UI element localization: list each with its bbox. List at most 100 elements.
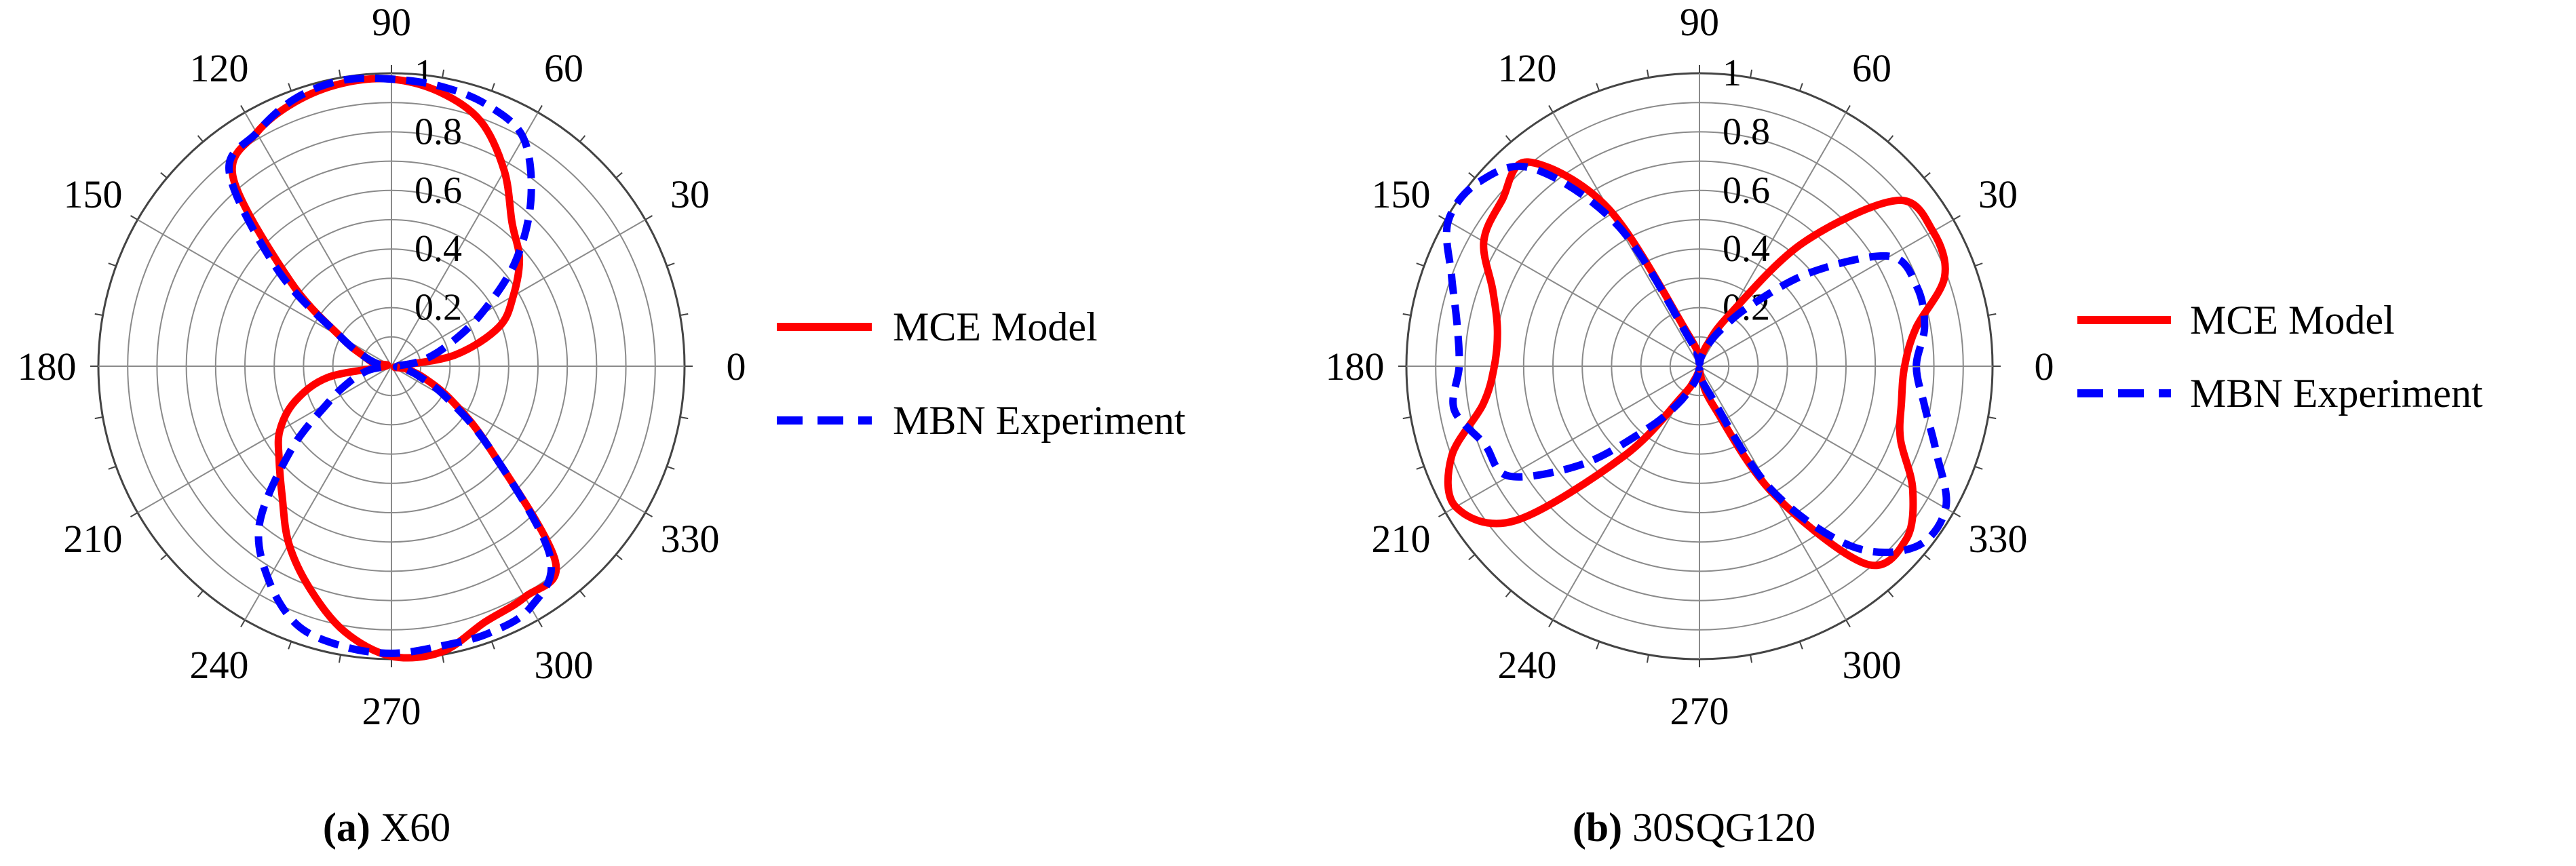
panel-a-outer-tick: [130, 215, 138, 220]
panel-b-outer-tick: [1468, 553, 1476, 561]
panel-a-outer-tick: [645, 512, 653, 517]
panel-b-outer-tick: [1923, 172, 1931, 179]
panel-a-legend-label-model: MCE Model: [893, 304, 1098, 349]
panel-a-r-tick-label: 0.8: [415, 111, 462, 153]
panel-b-outer-tick: [1646, 654, 1649, 663]
panel-a-outer-tick: [94, 313, 103, 316]
panel-a-theta-label: 60: [544, 46, 583, 90]
panel-a-outer-tick: [491, 641, 495, 650]
panel-b-theta-label: 120: [1498, 46, 1557, 90]
panel-b-caption: (b) 30SQG120: [1573, 805, 1815, 850]
panel-a-grid-spoke: [137, 366, 392, 513]
panel-a: 0.20.40.60.81 03060901201501802102402703…: [18, 0, 1186, 850]
panel-a-outer-tick: [537, 619, 543, 628]
panel-a-outer-tick: [666, 262, 675, 267]
panel-a-theta-label: 300: [535, 643, 594, 687]
panel-a-caption-letter: (a): [323, 805, 370, 850]
panel-b-outer-tick: [1596, 83, 1600, 92]
panel-b: 0.20.40.60.81 03060901201501802102402703…: [1326, 0, 2483, 850]
panel-a-theta-label: 30: [670, 172, 710, 216]
panel-b-outer-tick: [1974, 262, 1983, 267]
panel-a-theta-label: 120: [190, 46, 249, 90]
panel-b-theta-label: 210: [1372, 517, 1431, 561]
panel-a-outer-tick: [108, 262, 117, 267]
panel-a-outer-tick: [160, 172, 168, 179]
panel-a-caption-text: X60: [370, 805, 450, 850]
panel-b-outer-tick: [1988, 313, 1997, 316]
panel-b-caption-text: 30SQG120: [1622, 805, 1815, 850]
panel-b-outer-tick: [1845, 104, 1851, 113]
panel-a-outer-tick: [197, 590, 204, 597]
panel-a-outer-tick: [94, 416, 103, 420]
panel-a-outer-tick: [579, 135, 586, 142]
panel-b-outer-tick: [1953, 512, 1961, 517]
panel-a-outer-tick: [130, 512, 138, 517]
panel-a-outer-tick: [645, 215, 653, 220]
panel-b-outer-tick: [1887, 590, 1894, 597]
panel-b-grid-spoke: [1552, 112, 1700, 367]
panel-a-series-mbn-experiment: [225, 74, 556, 657]
panel-b-legend: MCE Model MBN Experiment: [2077, 298, 2483, 416]
panel-b-outer-tick: [1988, 416, 1997, 420]
panel-a-r-tick-label: 0.6: [415, 170, 462, 212]
panel-a-outer-tick: [338, 654, 341, 663]
panel-b-outer-tick: [1799, 83, 1803, 92]
panel-b-theta-label: 240: [1498, 643, 1557, 687]
panel-b-outer-tick: [1750, 69, 1753, 78]
panel-b-outer-tick: [1799, 641, 1803, 650]
panel-a-grid-spoke: [391, 219, 646, 367]
panel-a-outer-tick: [197, 135, 204, 142]
panel-a-outer-tick: [338, 69, 341, 78]
panel-a-theta-ticks: 0 30 60 90 120 150 180 210 240 270 300 330: [18, 0, 746, 733]
panel-b-r-tick-label: 1: [1723, 52, 1742, 94]
panel-b-theta-label: 60: [1852, 46, 1891, 90]
panel-b-outer-tick: [1548, 104, 1554, 113]
panel-b-outer-tick: [1438, 215, 1446, 220]
panel-b-outer-tick: [1974, 465, 1983, 470]
panel-a-outer-tick: [666, 465, 675, 470]
panel-a-outer-tick: [579, 590, 586, 597]
panel-b-outer-tick: [1468, 172, 1476, 179]
panel-b-legend-label-exp: MBN Experiment: [2190, 371, 2483, 416]
panel-a-theta-label: 210: [64, 517, 123, 561]
panel-b-theta-label: 180: [1326, 345, 1385, 389]
panel-b-outer-tick: [1646, 69, 1649, 78]
panel-b-outer-tick: [1438, 512, 1446, 517]
panel-b-caption-letter: (b): [1573, 805, 1622, 850]
panel-b-outer-tick: [1887, 135, 1894, 142]
panel-a-outer-tick: [491, 83, 495, 92]
panel-a-theta-label: 330: [660, 517, 719, 561]
panel-b-outer-tick: [1750, 654, 1753, 663]
panel-b-theta-label: 90: [1680, 0, 1719, 44]
panel-a-series: [225, 74, 560, 662]
panel-b-series-mbn-experiment: [1442, 162, 1950, 557]
panel-a-outer-tick: [615, 172, 623, 179]
panel-a-r-tick-label: 0.4: [415, 228, 462, 270]
panel-a-outer-tick: [680, 313, 689, 316]
panel-a-outer-tick: [240, 104, 246, 113]
panel-b-theta-label: 30: [1978, 172, 2018, 216]
panel-b-r-tick-label: 0.4: [1723, 228, 1770, 270]
panel-a-r-tick-label: 0.2: [415, 287, 462, 329]
panel-b-outer-tick: [1416, 262, 1425, 267]
panel-a-outer-tick: [442, 654, 445, 663]
panel-b-outer-tick: [1548, 619, 1554, 628]
panel-b-series: [1442, 158, 1950, 570]
panel-a-theta-label: 270: [362, 689, 421, 733]
panel-a-outer-tick: [615, 553, 623, 561]
panel-a-grid-spoke: [244, 112, 392, 367]
panel-b-outer-tick: [1505, 135, 1512, 142]
panel-b-grid-spoke: [1699, 219, 1954, 367]
panel-a-theta-label: 240: [190, 643, 249, 687]
panel-b-outer-tick: [1402, 416, 1411, 420]
panel-b-theta-label: 270: [1670, 689, 1729, 733]
panel-a-outer-tick: [160, 553, 168, 561]
panel-a-outer-tick: [680, 416, 689, 420]
panel-a-legend: MCE Model MBN Experiment: [777, 304, 1186, 443]
panel-a-outer-tick: [240, 619, 246, 628]
panel-b-theta-label: 0: [2035, 345, 2054, 389]
panel-b-grid-spoke: [1445, 219, 1700, 367]
panel-a-theta-label: 150: [64, 172, 123, 216]
panel-b-outer-tick: [1596, 641, 1600, 650]
